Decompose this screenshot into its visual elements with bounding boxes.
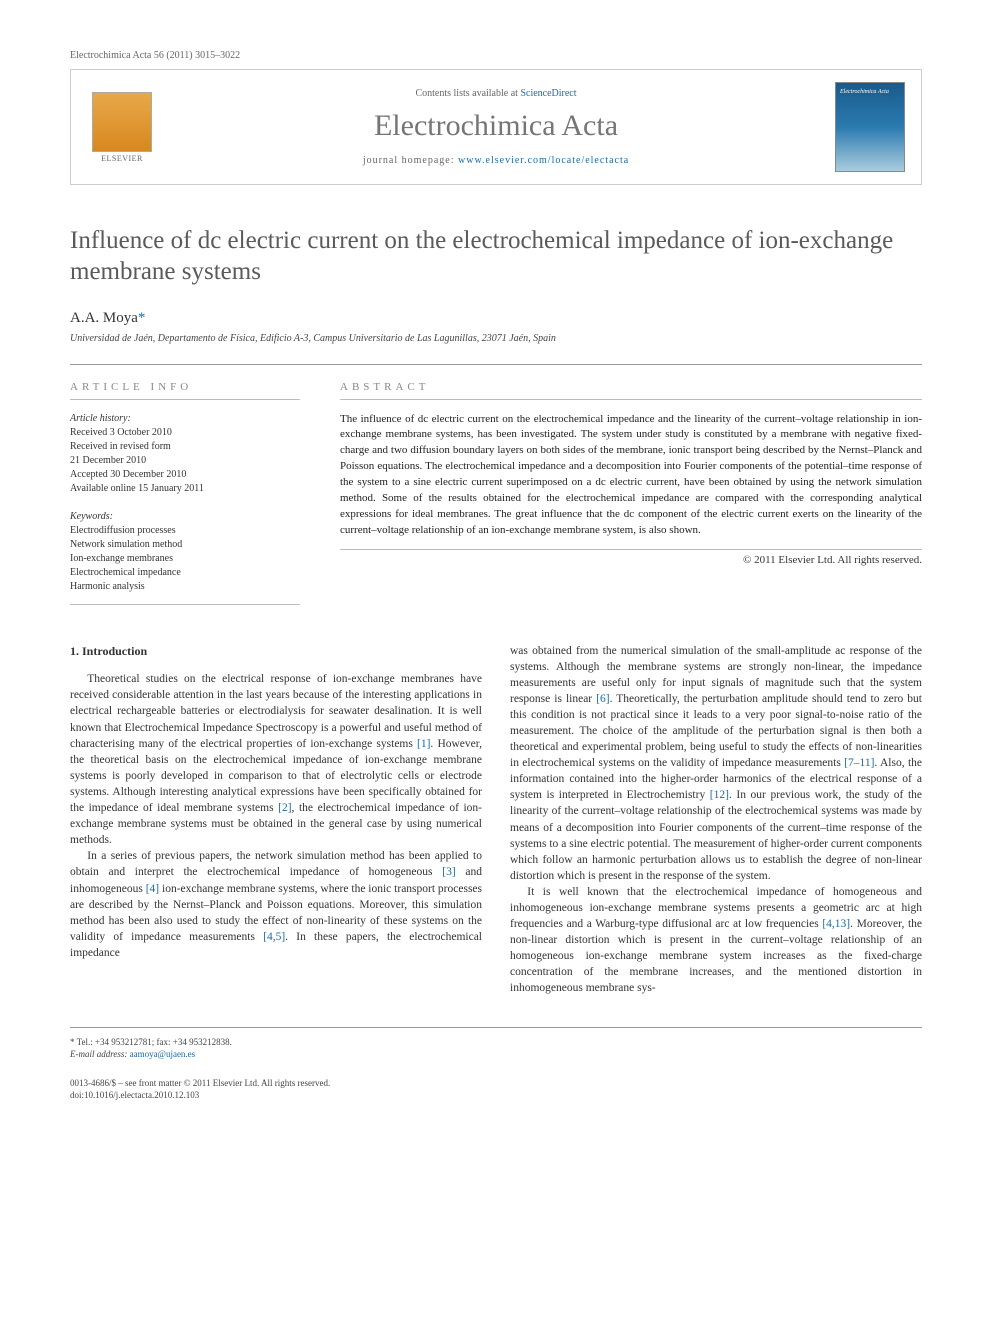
- journal-banner: ELSEVIER Contents lists available at Sci…: [70, 69, 922, 185]
- article-info-label: article info: [70, 381, 300, 400]
- article-history: Article history: Received 3 October 2010…: [70, 412, 300, 496]
- paragraph: It is well known that the electrochemica…: [510, 884, 922, 997]
- publisher-logo: ELSEVIER: [87, 87, 157, 167]
- corresponding-author-note: * Tel.: +34 953212781; fax: +34 95321283…: [70, 1036, 922, 1049]
- homepage-link[interactable]: www.elsevier.com/locate/electacta: [458, 155, 629, 166]
- abstract-label: abstract: [340, 381, 922, 400]
- author-line: A.A. Moya*: [70, 310, 922, 327]
- journal-reference: Electrochimica Acta 56 (2011) 3015–3022: [70, 50, 240, 61]
- keyword: Ion-exchange membranes: [70, 552, 300, 566]
- keyword: Harmonic analysis: [70, 580, 300, 594]
- publisher-name: ELSEVIER: [101, 154, 143, 163]
- elsevier-tree-icon: [92, 92, 152, 152]
- paragraph: was obtained from the numerical simulati…: [510, 643, 922, 884]
- keyword: Electrochemical impedance: [70, 566, 300, 580]
- paragraph: In a series of previous papers, the netw…: [70, 848, 482, 961]
- contents-line: Contents lists available at ScienceDirec…: [175, 88, 817, 99]
- body-text: 1. Introduction Theoretical studies on t…: [70, 643, 922, 997]
- article-title: Influence of dc electric current on the …: [70, 225, 922, 288]
- section-heading: 1. Introduction: [70, 643, 482, 660]
- keyword: Network simulation method: [70, 538, 300, 552]
- abstract-text: The influence of dc electric current on …: [340, 412, 922, 551]
- journal-title: Electrochimica Acta: [175, 109, 817, 143]
- email-link[interactable]: aamoya@ujaen.es: [130, 1049, 196, 1059]
- corresponding-marker: *: [138, 310, 146, 326]
- author-name: A.A. Moya: [70, 310, 138, 326]
- right-column: was obtained from the numerical simulati…: [510, 643, 922, 997]
- left-column: 1. Introduction Theoretical studies on t…: [70, 643, 482, 997]
- email-line: E-mail address: aamoya@ujaen.es: [70, 1048, 922, 1061]
- footer: * Tel.: +34 953212781; fax: +34 95321283…: [70, 1027, 922, 1102]
- abstract-column: abstract The influence of dc electric cu…: [340, 381, 922, 605]
- keyword: Electrodiffusion processes: [70, 524, 300, 538]
- copyright-footer: 0013-4686/$ – see front matter © 2011 El…: [70, 1077, 330, 1102]
- keywords-block: Keywords: Electrodiffusion processes Net…: [70, 510, 300, 605]
- doi: doi:10.1016/j.electacta.2010.12.103: [70, 1089, 330, 1102]
- affiliation: Universidad de Jaén, Departamento de Fís…: [70, 333, 922, 344]
- homepage-line: journal homepage: www.elsevier.com/locat…: [175, 155, 817, 166]
- journal-cover-thumbnail: [835, 82, 905, 172]
- article-info-column: article info Article history: Received 3…: [70, 381, 300, 605]
- page-header: Electrochimica Acta 56 (2011) 3015–3022: [70, 50, 922, 61]
- copyright-line: © 2011 Elsevier Ltd. All rights reserved…: [340, 554, 922, 566]
- paragraph: Theoretical studies on the electrical re…: [70, 671, 482, 848]
- sciencedirect-link[interactable]: ScienceDirect: [520, 88, 576, 99]
